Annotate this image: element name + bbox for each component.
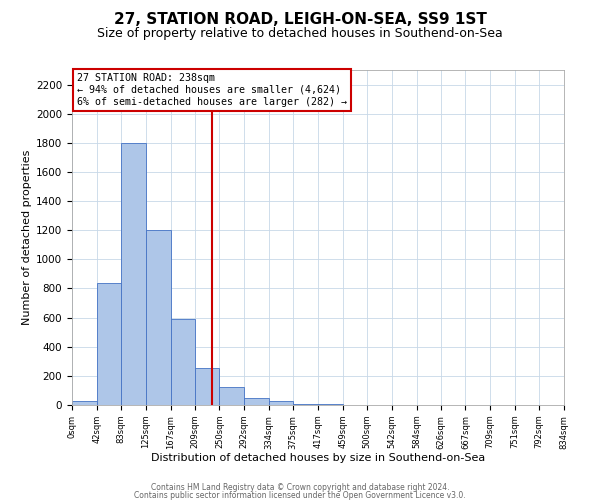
Text: Contains HM Land Registry data © Crown copyright and database right 2024.: Contains HM Land Registry data © Crown c… <box>151 482 449 492</box>
Bar <box>318 404 343 405</box>
X-axis label: Distribution of detached houses by size in Southend-on-Sea: Distribution of detached houses by size … <box>151 453 485 463</box>
Text: Size of property relative to detached houses in Southend-on-Sea: Size of property relative to detached ho… <box>97 28 503 40</box>
Bar <box>121 143 146 405</box>
Text: Contains public sector information licensed under the Open Government Licence v3: Contains public sector information licen… <box>134 491 466 500</box>
Bar <box>97 282 121 405</box>
Bar <box>72 402 97 405</box>
Bar <box>195 368 220 405</box>
Y-axis label: Number of detached properties: Number of detached properties <box>22 150 32 325</box>
Bar <box>220 387 244 405</box>
Text: 27 STATION ROAD: 238sqm
← 94% of detached houses are smaller (4,624)
6% of semi-: 27 STATION ROAD: 238sqm ← 94% of detache… <box>77 74 347 106</box>
Bar <box>170 319 195 405</box>
Bar <box>244 398 269 405</box>
Bar <box>146 230 170 405</box>
Bar <box>293 404 318 405</box>
Bar <box>269 400 293 405</box>
Text: 27, STATION ROAD, LEIGH-ON-SEA, SS9 1ST: 27, STATION ROAD, LEIGH-ON-SEA, SS9 1ST <box>113 12 487 28</box>
